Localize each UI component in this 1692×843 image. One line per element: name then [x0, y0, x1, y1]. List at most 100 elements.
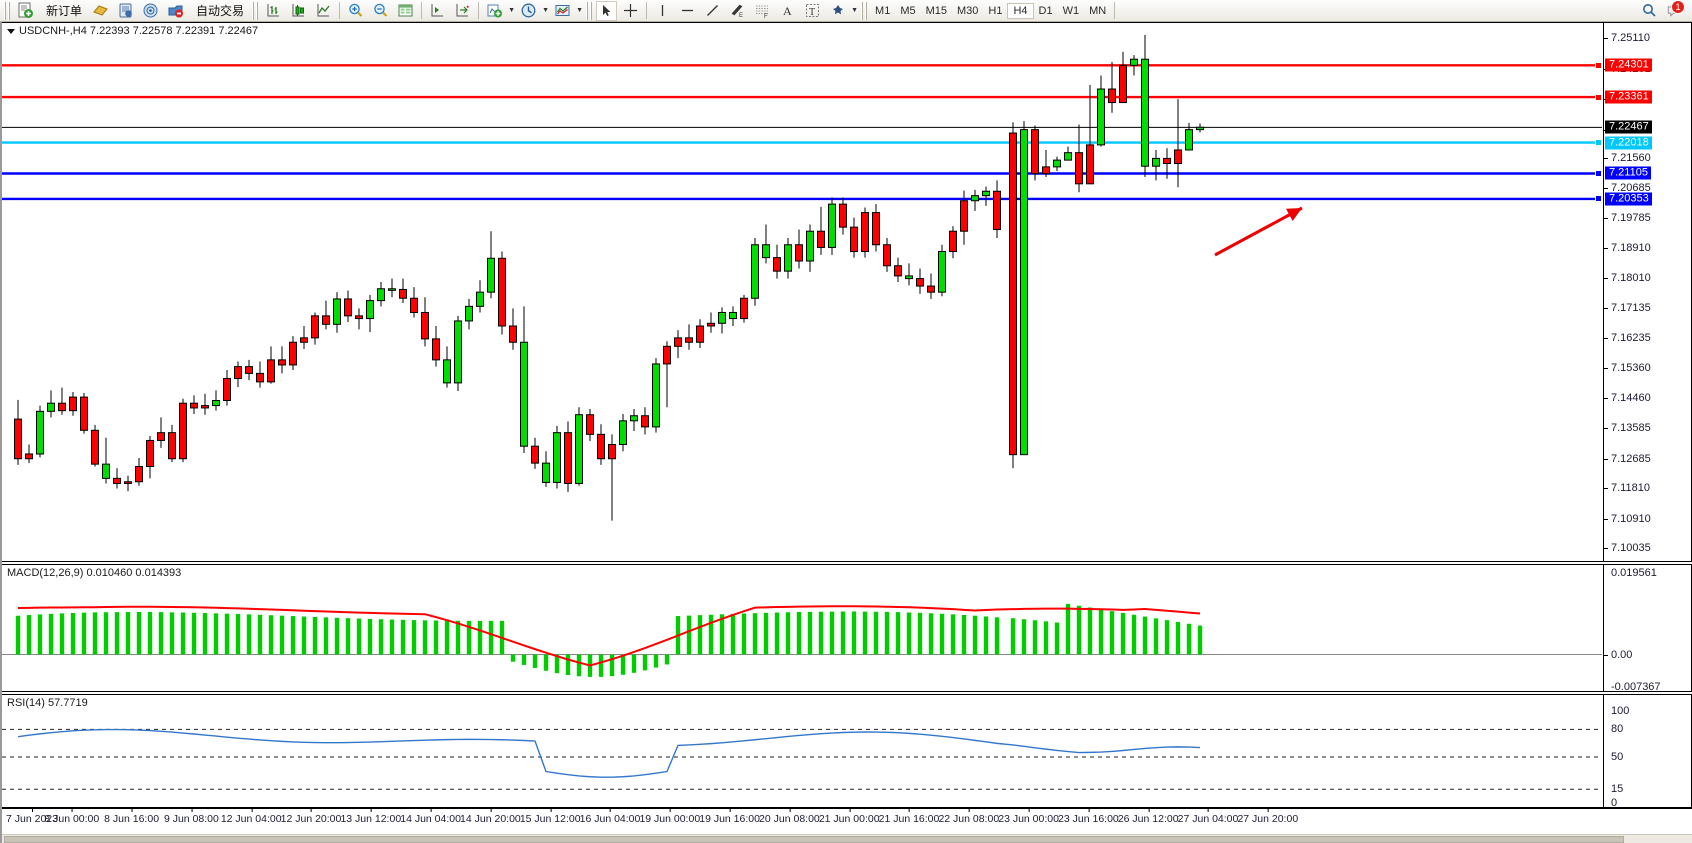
toolbar-grip-3[interactable]	[586, 1, 594, 20]
scrollbar-thumb[interactable]	[4, 836, 1624, 843]
price-pane[interactable]: USDCNH-,H4 7.22393 7.22578 7.22391 7.224…	[2, 22, 1692, 562]
crosshair-icon[interactable]	[619, 1, 642, 21]
candle-body	[905, 275, 913, 280]
macd-title: MACD(12,26,9) 0.010460 0.014393	[7, 567, 182, 579]
price-level-label-support-lower[interactable]: 7.20353	[1595, 192, 1652, 206]
macd-pane[interactable]: MACD(12,26,9) 0.010460 0.014393 0.019561…	[2, 564, 1692, 693]
level-handle-icon[interactable]	[1595, 139, 1602, 147]
rsi-scale[interactable]: 100 80 50 15 0	[1603, 695, 1691, 809]
auto-scroll-icon[interactable]	[451, 1, 474, 21]
alerts-icon[interactable]: 1	[1663, 0, 1685, 21]
period-chevron-down-icon[interactable]: ▼	[542, 7, 549, 14]
level-handle-icon[interactable]	[1595, 93, 1602, 101]
level-handle-icon[interactable]	[1595, 61, 1602, 69]
macd-plot[interactable]	[2, 565, 1691, 691]
expert-advisors-icon[interactable]	[114, 1, 137, 21]
candle-body	[1009, 132, 1017, 456]
candle-body	[564, 432, 572, 484]
new-order-icon[interactable]	[14, 1, 37, 21]
toolbar-grip[interactable]	[4, 1, 11, 20]
macd-scale[interactable]: 0.019561 0.00 -0.007367	[1603, 565, 1691, 693]
level-handle-icon[interactable]	[1595, 195, 1602, 203]
timeframe-m15[interactable]: M15	[925, 4, 947, 17]
candle-body	[949, 230, 957, 253]
fibonacci-icon[interactable]: F	[751, 1, 774, 21]
trendline-icon[interactable]	[701, 1, 724, 21]
rsi-pane[interactable]: RSI(14) 57.7719 100 80 50 15 0	[2, 694, 1692, 809]
equidistant-channel-icon[interactable]: E	[726, 1, 749, 21]
signals-icon[interactable]	[139, 1, 162, 21]
candle-body	[1141, 58, 1149, 167]
text-icon[interactable]: A	[776, 1, 799, 21]
timeframe-m30[interactable]: M30	[957, 4, 979, 17]
auto-trading-label-button[interactable]: 自动交易	[189, 1, 249, 21]
symbol-dropdown-icon[interactable]	[7, 28, 15, 34]
candle-body	[707, 322, 715, 327]
time-tick-label: 8 Jun 16:00	[104, 808, 160, 825]
candle-body	[36, 410, 44, 455]
templates-chevron-down-icon[interactable]: ▼	[576, 7, 583, 14]
candle-body	[300, 337, 308, 343]
timeframe-w1[interactable]: W1	[1062, 4, 1080, 17]
time-tick-label: 23 Jun 00:00	[998, 808, 1059, 825]
price-tick: 7.19785	[1604, 212, 1651, 224]
indicator-list-icon[interactable]	[483, 1, 506, 21]
shapes-icon[interactable]	[826, 1, 849, 21]
time-tick-label: 12 Jun 20:00	[280, 808, 342, 825]
data-window-icon[interactable]	[394, 1, 417, 21]
search-icon[interactable]	[1638, 1, 1661, 21]
timeframe-h4[interactable]: H4	[1007, 2, 1034, 19]
price-level-label-cyan-level[interactable]: 7.22018	[1595, 136, 1652, 150]
price-tick: 7.21560	[1604, 152, 1651, 164]
candle-body	[388, 288, 396, 291]
price-level-label-current-price[interactable]: 7.22467	[1605, 120, 1652, 134]
price-level-label-resistance-lower[interactable]: 7.23361	[1595, 90, 1652, 104]
new-order-label-button[interactable]: 新订单	[39, 1, 87, 21]
toolbar-grip-2[interactable]	[252, 1, 260, 20]
price-plot[interactable]	[2, 23, 1691, 561]
candle-body	[872, 212, 880, 246]
timeframe-m1[interactable]: M1	[875, 4, 891, 17]
timeframe-h1[interactable]: H1	[988, 4, 1003, 17]
candle-body	[542, 462, 550, 483]
horizontal-line-icon[interactable]	[676, 1, 699, 21]
zoom-out-icon[interactable]	[369, 1, 392, 21]
text-label-icon[interactable]: T	[801, 1, 824, 21]
candle-body	[1031, 129, 1039, 175]
candle-body	[443, 359, 451, 384]
indicators-icon[interactable]	[89, 1, 112, 21]
timeframe-m5[interactable]: M5	[900, 4, 916, 17]
candle-body	[1075, 152, 1083, 185]
chart-area[interactable]: USDCNH-,H4 7.22393 7.22578 7.22391 7.224…	[0, 22, 1692, 843]
price-scale[interactable]: 7.251107.242017.233007.224007.215607.206…	[1595, 23, 1691, 561]
time-tick-label: 14 Jun 04:00	[400, 808, 461, 825]
time-tick-label: 13 Jun 12:00	[340, 808, 402, 825]
cursor-icon[interactable]	[596, 0, 618, 21]
indicator-list-chevron-down-icon[interactable]: ▼	[508, 7, 515, 14]
candle-body	[553, 432, 561, 483]
period-icon[interactable]	[517, 1, 540, 21]
candle-body	[773, 257, 781, 272]
price-tick: 7.11810	[1604, 482, 1650, 494]
price-level-label-resistance-upper[interactable]: 7.24301	[1595, 58, 1652, 72]
shapes-chevron-down-icon[interactable]: ▼	[851, 7, 858, 14]
auto-trading-icon[interactable]	[164, 1, 187, 21]
templates-icon[interactable]	[551, 1, 574, 21]
rsi-plot[interactable]	[2, 695, 1691, 807]
vertical-line-icon[interactable]	[651, 1, 674, 21]
timeframe-d1[interactable]: D1	[1038, 4, 1053, 17]
horizontal-scrollbar[interactable]	[2, 834, 1692, 843]
line-chart-icon[interactable]	[312, 1, 335, 21]
zoom-in-icon[interactable]	[344, 1, 367, 21]
level-handle-icon[interactable]	[1595, 169, 1602, 177]
toolbar-separator	[339, 2, 341, 19]
time-axis: 7 Jun 2023 8 Jun 00:00 8 Jun 16:00 9 Jun 08…	[2, 808, 1692, 830]
bar-chart-icon[interactable]	[262, 1, 285, 21]
timeframe-mn[interactable]: MN	[1089, 4, 1107, 17]
shift-end-icon[interactable]	[426, 1, 449, 21]
price-level-label-support-upper[interactable]: 7.21105	[1595, 166, 1651, 180]
price-tick: 7.18910	[1604, 242, 1651, 254]
toolbar-grip-4[interactable]	[861, 1, 869, 20]
candlestick-chart-icon[interactable]	[287, 1, 310, 21]
